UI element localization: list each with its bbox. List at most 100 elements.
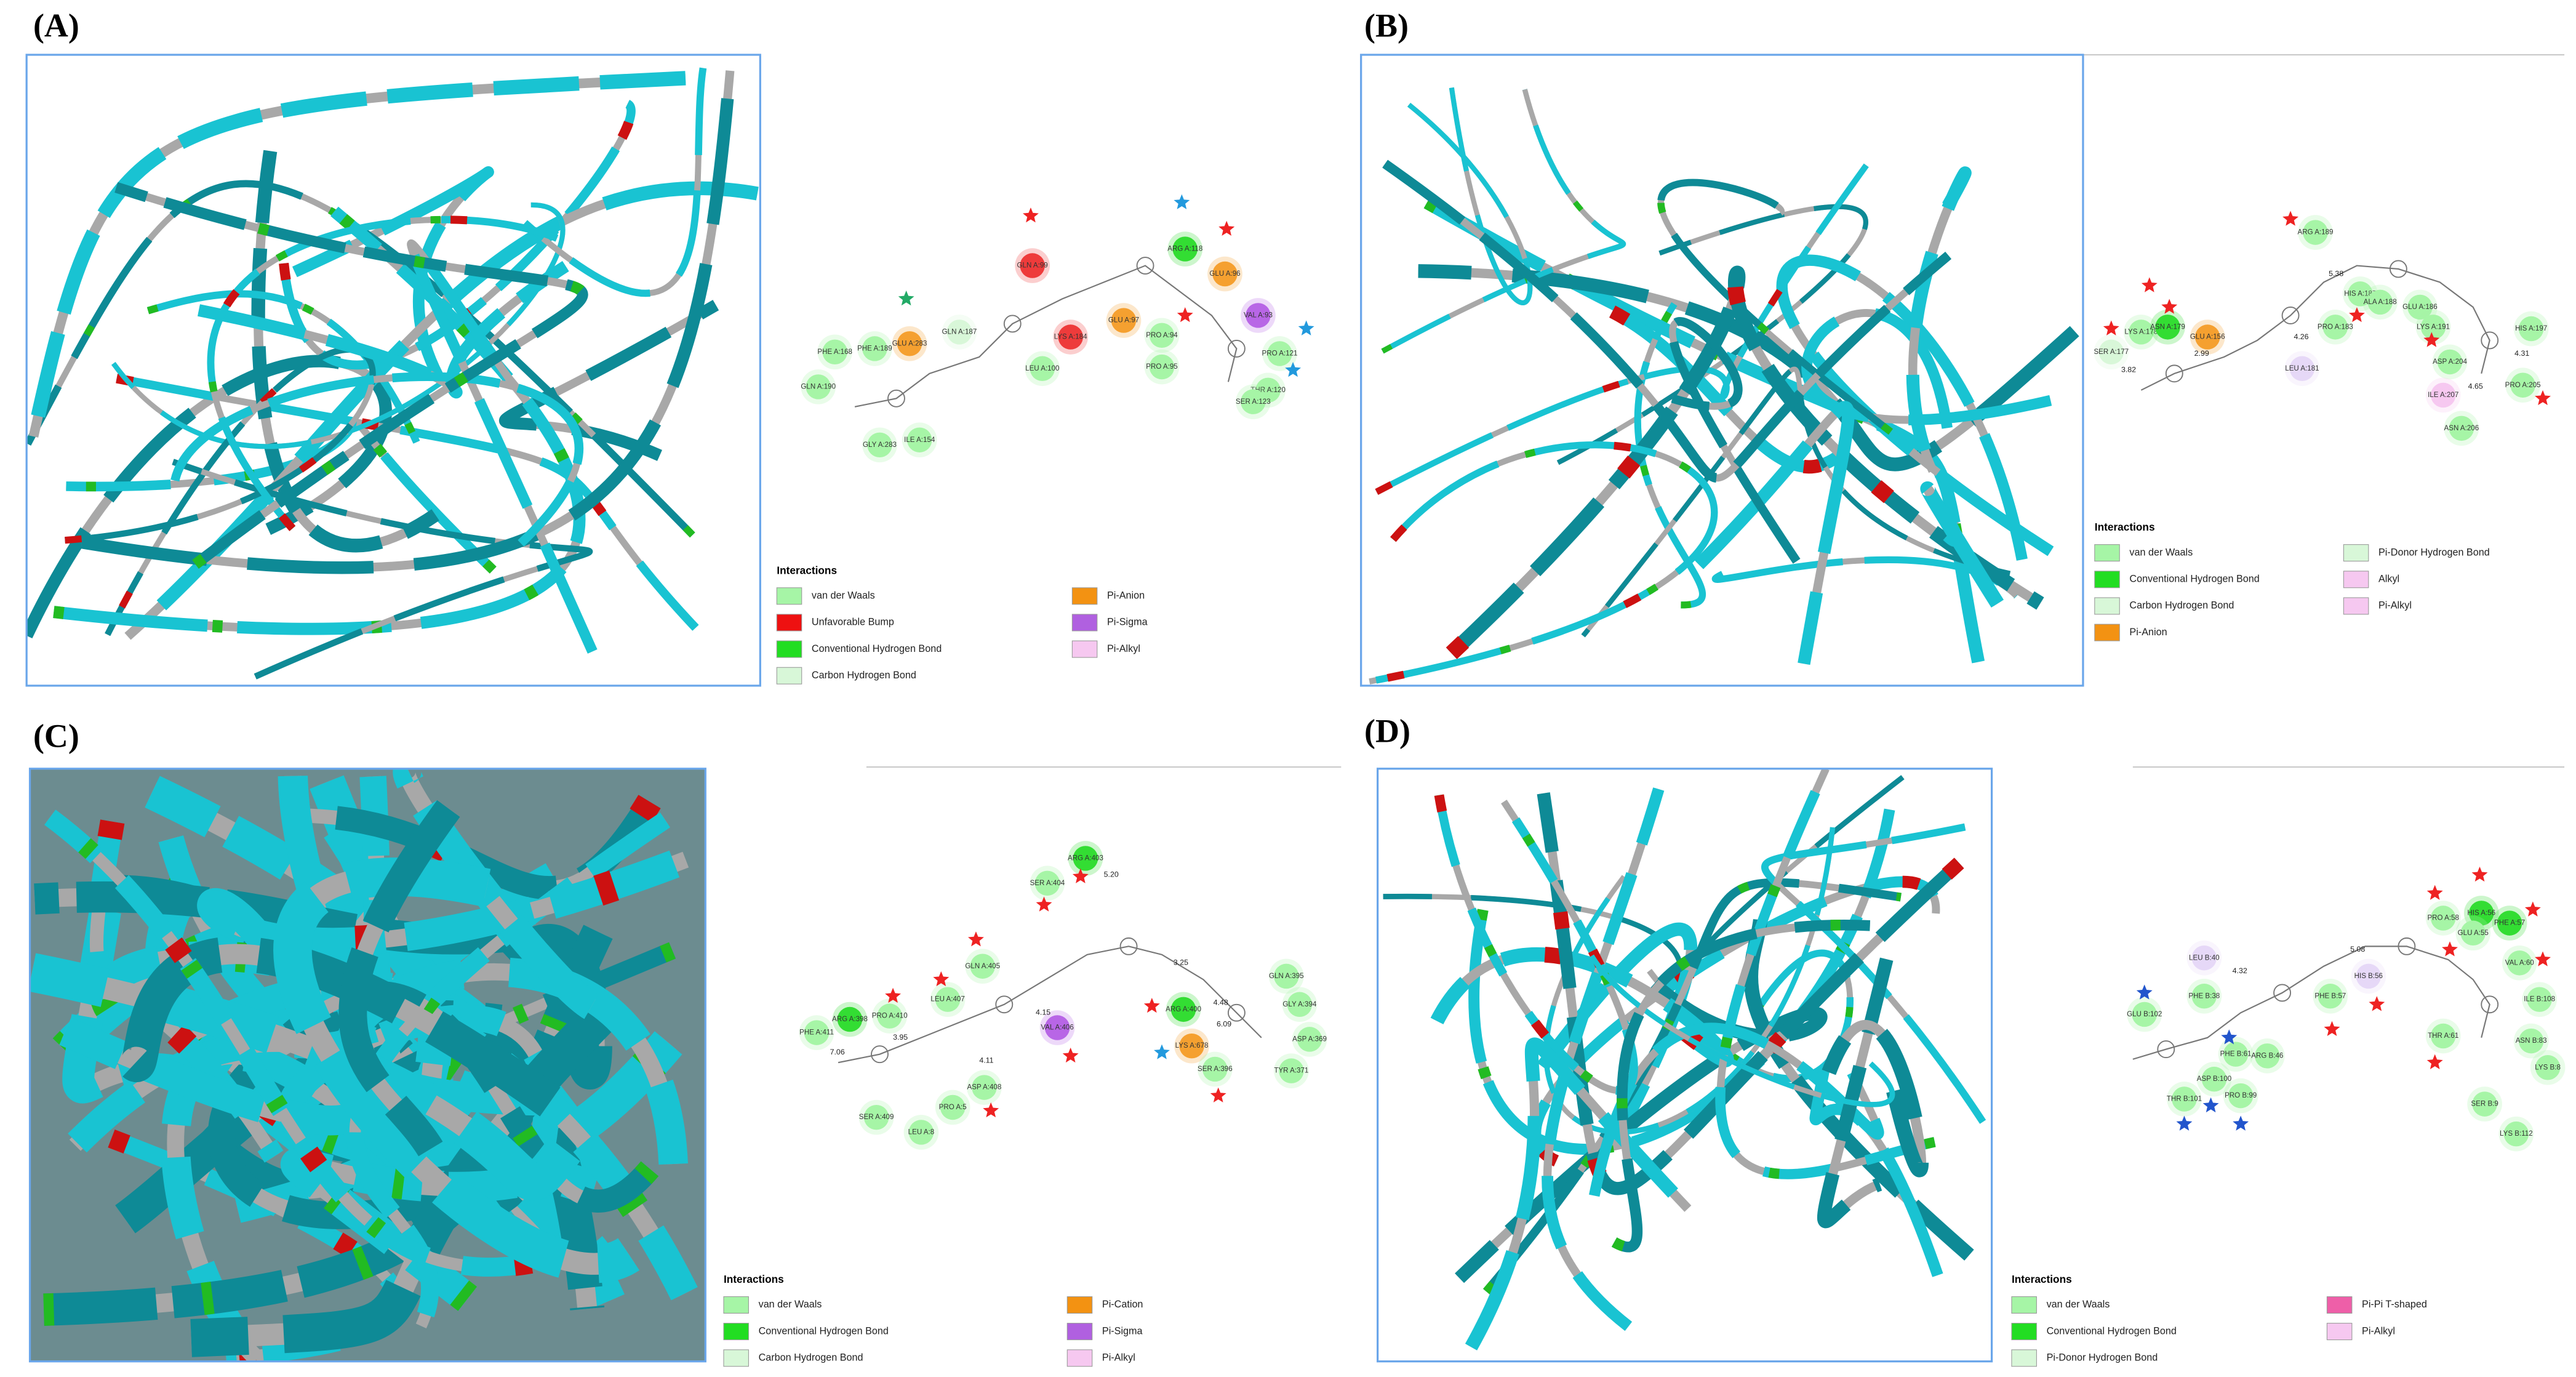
legend-swatch <box>2094 624 2120 641</box>
residue-label: LEU B:40 <box>2189 954 2220 961</box>
residue-disc <box>1246 303 1271 328</box>
legend-label: Pi-Alkyl <box>2362 1325 2395 1336</box>
residue-label: LEU A:181 <box>2285 365 2319 372</box>
residue: PRO A:5 <box>935 1090 970 1125</box>
strand <box>1817 957 1894 1228</box>
legend-title: Interactions <box>2095 521 2155 533</box>
residue-label: LYS A:178 <box>2124 328 2158 335</box>
residue-label: PHE B:61 <box>2220 1051 2252 1058</box>
legend-swatch <box>1066 1296 1093 1314</box>
residue: PRO A:410 <box>872 998 908 1034</box>
residue: ARG A:189 <box>2298 215 2333 250</box>
strand <box>338 800 460 1157</box>
residue-disc <box>2191 984 2217 1009</box>
strand <box>1468 808 1895 1155</box>
residue: SER A:123 <box>1236 384 1271 420</box>
residue: PRO A:58 <box>2425 901 2461 936</box>
structure-frame <box>25 54 761 687</box>
residue-disc <box>2155 315 2180 340</box>
legend-swatch <box>1071 640 1098 658</box>
star <box>2103 320 2119 335</box>
legend-swatch <box>2326 1296 2353 1314</box>
legend-label: Carbon Hydrogen Bond <box>759 1352 863 1363</box>
residue-disc <box>2322 315 2348 340</box>
residue-label: ARG A:403 <box>1068 854 1103 862</box>
residue: PRO A:183 <box>2318 310 2353 345</box>
strand <box>90 941 698 1301</box>
residue-disc <box>2507 950 2532 976</box>
residue: LEU A:407 <box>930 982 966 1017</box>
panel-label: (D) <box>1364 713 1410 750</box>
strand <box>1761 823 1986 1124</box>
structure-frame <box>1360 54 2084 687</box>
residue-disc <box>2420 315 2446 340</box>
legend-label: van der Waals <box>812 590 875 601</box>
ring <box>1227 339 1246 358</box>
residue: TYR A:371 <box>1274 1053 1309 1088</box>
star <box>1210 1087 1226 1102</box>
residue-disc <box>1058 324 1083 350</box>
residue: PHE A:189 <box>857 331 892 366</box>
residue-disc <box>2469 901 2494 926</box>
residue-disc <box>2228 1083 2254 1109</box>
ligand <box>2132 945 2490 1060</box>
residue-label: ALA A:188 <box>2364 299 2397 306</box>
distance-label: 3.25 <box>1174 958 1188 967</box>
interaction-diagram: GLU B:102 LEU B:40 PHE B:38 ASP B:100 PHE B:… <box>2127 866 2566 1152</box>
residue-disc <box>1030 356 1055 381</box>
legend-swatch <box>1071 587 1098 605</box>
residue-disc <box>806 374 831 399</box>
residue-label: PHE A:57 <box>2494 920 2525 927</box>
residue-disc <box>2129 319 2154 345</box>
residue: PRO B:99 <box>2223 1078 2258 1114</box>
star <box>1022 207 1039 223</box>
residue-disc <box>2348 281 2373 307</box>
legend-label: Pi-Cation <box>1102 1299 1143 1310</box>
ligand <box>838 945 1262 1064</box>
residue-label: ILE B:108 <box>2524 996 2555 1003</box>
residue: ILE A:154 <box>902 422 937 458</box>
legend-swatch <box>2343 597 2369 615</box>
residue: ILE B:108 <box>2522 982 2557 1017</box>
residue: ALA A:188 <box>2362 284 2398 320</box>
residue: GLN A:190 <box>801 369 836 404</box>
ring <box>2165 364 2183 383</box>
residue-disc <box>877 1003 902 1029</box>
strand <box>337 957 688 1165</box>
residue-disc <box>804 1020 830 1045</box>
protein-structure <box>1369 87 2079 686</box>
legend-swatch <box>2094 571 2120 588</box>
legend-label: Alkyl <box>2378 574 2399 585</box>
residue-disc <box>1172 236 1198 262</box>
legend-label: Carbon Hydrogen Bond <box>2129 600 2234 611</box>
residue: ASP A:204 <box>2432 344 2467 380</box>
legend: Interactions van der Waals Conventional Hy… <box>2011 1273 2427 1367</box>
residue-label: PHE B:38 <box>2188 992 2220 1000</box>
legend-label: Conventional Hydrogen Bond <box>812 643 942 654</box>
ring <box>2389 260 2407 278</box>
residue: ARG A:118 <box>1167 231 1202 267</box>
residue-label: GLN A:187 <box>942 328 977 335</box>
residue: VAL A:406 <box>1039 1010 1075 1045</box>
residue-label: PRO A:5 <box>939 1104 967 1111</box>
residue: SER A:396 <box>1198 1051 1233 1087</box>
residue-label: SER A:396 <box>1198 1066 1233 1073</box>
legend-swatch <box>776 667 802 684</box>
residue-label: GLU A:96 <box>1209 270 1240 278</box>
turn <box>207 215 559 531</box>
strand <box>1809 1069 1943 1277</box>
strand <box>292 166 494 379</box>
residue-disc <box>837 1006 863 1032</box>
residue-label: LYS B:8 <box>2535 1064 2561 1071</box>
residue-disc <box>862 336 887 361</box>
residue-label: PHE A:189 <box>857 345 892 352</box>
ring <box>2273 984 2292 1002</box>
residue: LEU A:181 <box>2284 351 2320 387</box>
strand <box>207 215 559 531</box>
residue-disc <box>1020 253 1045 278</box>
residue-label: SER A:409 <box>859 1114 894 1121</box>
ring <box>2398 937 2416 955</box>
residue: GLU A:97 <box>1106 303 1142 338</box>
